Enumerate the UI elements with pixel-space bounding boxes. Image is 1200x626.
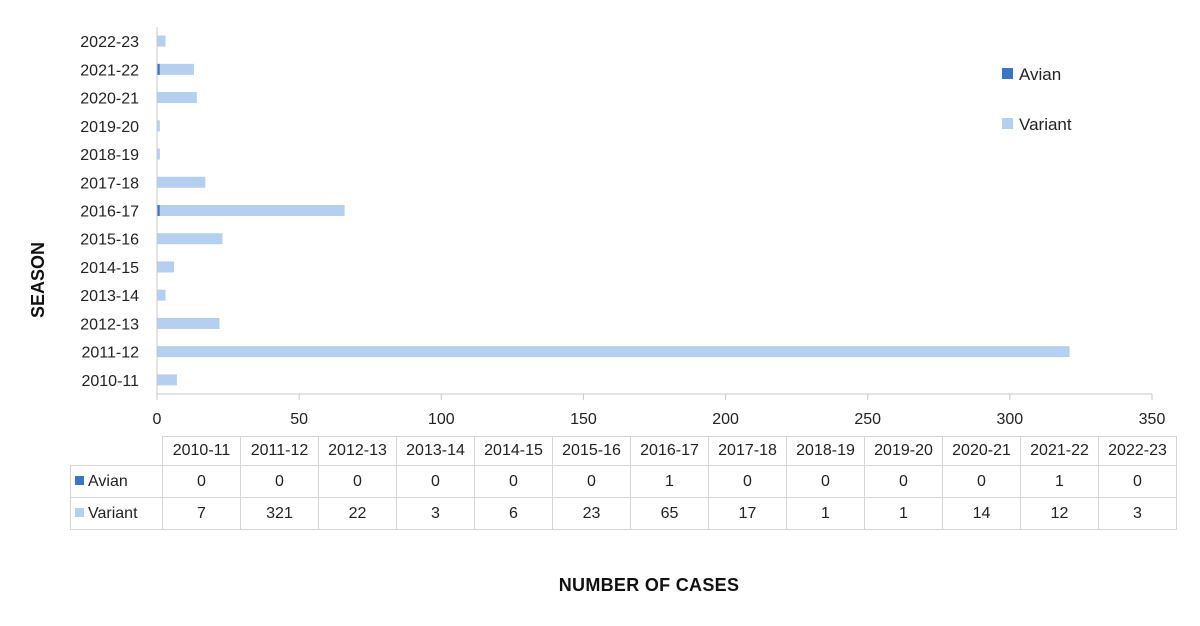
- y-tick-label: 2018-19: [80, 147, 139, 164]
- data-table: 2010-11 2011-12 2012-13 2013-14 2014-15 2015-…: [70, 436, 1177, 530]
- x-tick-label: 350: [1139, 411, 1166, 428]
- bar-variant-2020-21: [157, 92, 197, 104]
- table-cell: 3: [1098, 497, 1177, 530]
- legend-label-variant: Variant: [1019, 115, 1072, 134]
- table-cell: 23: [552, 497, 631, 530]
- table-column-header: 2020-21: [942, 436, 1021, 466]
- table-cell: 7: [162, 497, 241, 530]
- table-column-header: 2022-23: [1098, 436, 1177, 466]
- x-tick-label: 300: [997, 411, 1024, 428]
- table-cell: 65: [630, 497, 709, 530]
- x-tick-label: 250: [854, 411, 881, 428]
- table-column-header: 2010-11: [162, 436, 241, 466]
- table-column-header: 2016-17: [630, 436, 709, 466]
- y-tick-label: 2010-11: [81, 373, 139, 390]
- table-column-header: 2014-15: [474, 436, 553, 466]
- table-cell: 0: [474, 465, 553, 498]
- table-column-header: 2012-13: [318, 436, 397, 466]
- y-tick-label: 2014-15: [80, 260, 139, 277]
- table-cell: 0: [1098, 465, 1177, 498]
- y-tick-label: 2017-18: [80, 175, 139, 192]
- table-row-variant: Variant 7 321 22 3 6 23 65 17 1 1 14 12 3: [70, 497, 1177, 530]
- bar-variant-2016-17: [159, 205, 345, 216]
- table-cell: 321: [240, 497, 319, 530]
- y-axis-title: SEASON: [28, 242, 48, 318]
- y-tick-label: 2015-16: [80, 232, 139, 249]
- table-cell: 0: [942, 465, 1021, 498]
- bar-avian-2021-22: [157, 63, 160, 75]
- y-tick-label: 2013-14: [80, 288, 139, 305]
- bar-variant-2015-16: [157, 233, 223, 245]
- table-corner: [71, 437, 163, 466]
- legend: Avian Variant: [1002, 65, 1072, 134]
- table-cell: 0: [708, 465, 787, 498]
- bar-variant-2012-13: [157, 317, 220, 329]
- legend-swatch-variant: [1002, 118, 1013, 129]
- x-tick-label: 150: [570, 411, 597, 428]
- legend-key-swatch: [75, 475, 84, 485]
- table-cell: 3: [396, 497, 475, 530]
- table-cell: 22: [318, 497, 397, 530]
- table-cell: 17: [708, 497, 787, 530]
- bars-layer: [157, 35, 1070, 386]
- table-cell: 1: [786, 497, 865, 530]
- bar-variant-2022-23: [157, 35, 166, 47]
- x-tick-label: 200: [712, 411, 739, 428]
- table-cell: 1: [1020, 465, 1099, 498]
- table-column-header: 2017-18: [708, 436, 787, 466]
- y-ticks-layer: 2010-11 2011-12 2012-13 2013-14 2014-15 2015-…: [80, 34, 139, 390]
- table-column-header: 2018-19: [786, 436, 865, 466]
- legend-key-swatch: [75, 507, 84, 517]
- table-cell: 12: [1020, 497, 1099, 530]
- table-cell: 0: [396, 465, 475, 498]
- bar-variant-2011-12: [157, 346, 1070, 358]
- y-tick-label: 2022-23: [80, 34, 139, 51]
- y-tick-label: 2020-21: [80, 91, 139, 108]
- bar-avian-2016-17: [157, 205, 160, 216]
- table-column-header: 2015-16: [552, 436, 631, 466]
- table-cell: 0: [240, 465, 319, 498]
- y-tick-label: 2019-20: [80, 119, 139, 136]
- x-tick-label: 50: [290, 411, 308, 428]
- bar-variant-2021-22: [159, 63, 194, 75]
- x-axis-title: NUMBER OF CASES: [558, 575, 740, 595]
- bar-variant-2017-18: [157, 176, 206, 188]
- table-row-header: Avian: [70, 465, 163, 498]
- table-column-header: 2011-12: [240, 436, 319, 466]
- x-tick-label: 0: [153, 411, 162, 428]
- table-cell: 0: [786, 465, 865, 498]
- bar-variant-2014-15: [157, 261, 175, 273]
- x-ticks-layer: 0 50 100 150 200 250 300 350: [153, 394, 1166, 428]
- y-tick-label: 2021-22: [80, 62, 139, 79]
- bar-variant-2018-19: [157, 148, 160, 160]
- table-header-row: 2010-11 2011-12 2012-13 2013-14 2014-15 2015-…: [71, 436, 1177, 466]
- table-column-header: 2013-14: [396, 436, 475, 466]
- bar-variant-2019-20: [157, 120, 160, 132]
- table-cell: 6: [474, 497, 553, 530]
- table-row-label: Variant: [88, 504, 138, 522]
- y-tick-label: 2011-12: [81, 345, 139, 362]
- table-cell: 1: [864, 497, 943, 530]
- table-cell: 0: [318, 465, 397, 498]
- table-cell: 1: [630, 465, 709, 498]
- table-column-header: 2019-20: [864, 436, 943, 466]
- table-cell: 14: [942, 497, 1021, 530]
- x-tick-label: 100: [428, 411, 455, 428]
- table-column-header: 2021-22: [1020, 436, 1099, 466]
- table-cell: 0: [864, 465, 943, 498]
- bar-variant-2013-14: [157, 289, 166, 301]
- table-cell: 0: [552, 465, 631, 498]
- table-row-avian: Avian 0 0 0 0 0 0 1 0 0 0 0 1 0: [70, 465, 1177, 498]
- table-cell: 0: [162, 465, 241, 498]
- legend-label-avian: Avian: [1019, 65, 1061, 84]
- table-row-header: Variant: [70, 497, 163, 530]
- y-tick-label: 2016-17: [80, 204, 139, 221]
- y-tick-label: 2012-13: [80, 316, 139, 333]
- bar-variant-2010-11: [157, 374, 177, 386]
- table-row-label: Avian: [88, 472, 128, 490]
- legend-swatch-avian: [1002, 68, 1013, 79]
